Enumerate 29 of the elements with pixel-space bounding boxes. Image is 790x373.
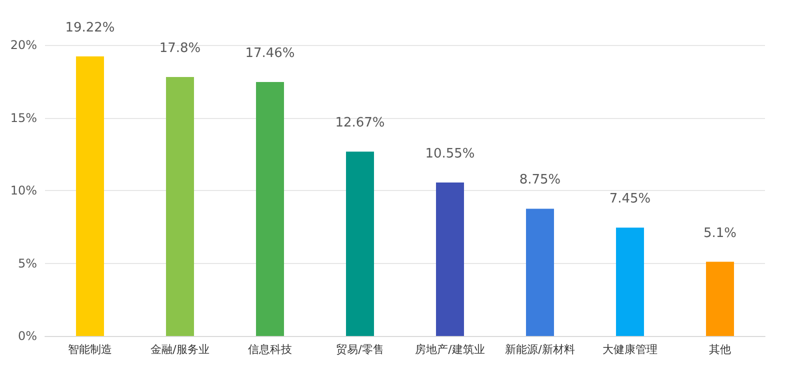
data-label: 7.45% bbox=[609, 192, 651, 207]
x-tick-label: 房地产/建筑业 bbox=[415, 343, 485, 356]
bar bbox=[616, 228, 644, 336]
data-label: 8.75% bbox=[519, 172, 561, 188]
data-label: 5.1% bbox=[703, 226, 737, 241]
bar bbox=[166, 77, 194, 336]
y-tick-label: 0% bbox=[18, 329, 37, 343]
bar bbox=[526, 208, 554, 336]
y-tick-label: 10% bbox=[10, 184, 37, 198]
bar bbox=[76, 56, 104, 336]
x-tick-label: 贸易/零售 bbox=[336, 343, 384, 356]
data-label: 19.22% bbox=[65, 20, 115, 36]
x-tick-label: 信息科技 bbox=[248, 343, 292, 356]
data-label: 10.55% bbox=[425, 146, 475, 162]
x-tick-label: 智能制造 bbox=[68, 343, 112, 356]
data-label: 17.46% bbox=[245, 46, 295, 61]
bar bbox=[346, 152, 374, 336]
x-tick-label: 其他 bbox=[709, 343, 731, 356]
bar bbox=[706, 262, 734, 336]
y-tick-label: 15% bbox=[10, 110, 37, 125]
bar bbox=[256, 82, 284, 336]
x-tick-label: 新能源/新材料 bbox=[505, 343, 575, 356]
data-label: 17.8% bbox=[159, 41, 201, 56]
x-tick-label: 大健康管理 bbox=[602, 343, 658, 356]
y-tick-label: 5% bbox=[18, 256, 37, 270]
x-tick-label: 金融/服务业 bbox=[150, 343, 210, 356]
bar bbox=[436, 182, 464, 336]
y-tick-label: 20% bbox=[10, 38, 37, 52]
data-label: 12.67% bbox=[335, 116, 385, 131]
